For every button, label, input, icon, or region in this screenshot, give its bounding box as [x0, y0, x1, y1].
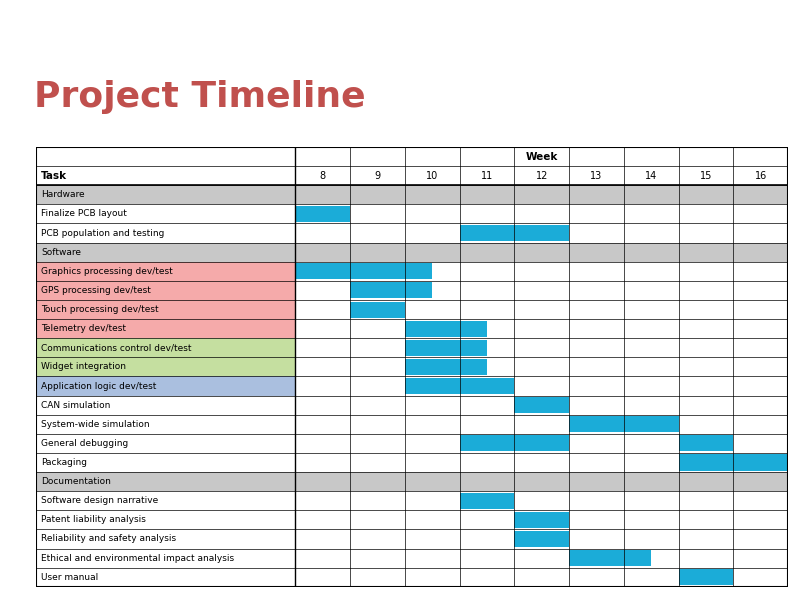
Bar: [36, 395, 295, 415]
Bar: [295, 300, 788, 319]
Bar: [295, 511, 788, 529]
Bar: [295, 453, 788, 472]
Bar: [295, 529, 788, 548]
Bar: [36, 453, 295, 472]
Bar: [36, 358, 295, 376]
Bar: [350, 283, 432, 298]
Bar: [678, 454, 788, 470]
Text: Touch processing dev/test: Touch processing dev/test: [42, 305, 159, 314]
Bar: [36, 472, 295, 491]
Bar: [295, 205, 788, 223]
Bar: [295, 223, 788, 242]
Bar: [36, 548, 295, 568]
Bar: [405, 359, 487, 375]
Bar: [569, 550, 651, 566]
Text: Application logic dev/test: Application logic dev/test: [42, 382, 157, 391]
Bar: [295, 568, 788, 587]
Bar: [295, 395, 788, 415]
Bar: [295, 185, 788, 205]
Text: 11: 11: [481, 170, 493, 181]
Bar: [36, 529, 295, 548]
Text: 13: 13: [590, 170, 602, 181]
Text: Software design narrative: Software design narrative: [42, 496, 158, 505]
Bar: [36, 205, 295, 223]
Bar: [36, 491, 295, 511]
Text: Graphics processing dev/test: Graphics processing dev/test: [42, 267, 173, 276]
Bar: [36, 568, 295, 587]
Bar: [36, 166, 788, 185]
Text: 15: 15: [700, 170, 712, 181]
Bar: [36, 338, 295, 358]
Bar: [36, 434, 295, 453]
Bar: [460, 493, 514, 509]
Text: CAN simulation: CAN simulation: [42, 401, 110, 410]
Text: Finalize PCB layout: Finalize PCB layout: [42, 209, 127, 218]
Bar: [460, 436, 569, 451]
Bar: [678, 569, 734, 585]
Text: Patent liability analysis: Patent liability analysis: [42, 515, 146, 524]
Bar: [36, 147, 788, 166]
Text: Reliability and safety analysis: Reliability and safety analysis: [42, 535, 176, 544]
Bar: [36, 185, 295, 205]
Bar: [36, 242, 295, 262]
Text: Documentation: Documentation: [42, 477, 111, 486]
Bar: [678, 436, 734, 451]
Text: GPS processing dev/test: GPS processing dev/test: [42, 286, 151, 295]
Bar: [350, 302, 405, 317]
Bar: [569, 416, 678, 432]
Text: General debugging: General debugging: [42, 439, 129, 448]
Bar: [36, 319, 295, 338]
Bar: [36, 223, 295, 242]
Bar: [514, 531, 569, 547]
Bar: [295, 338, 788, 358]
Bar: [295, 415, 788, 434]
Text: Software: Software: [42, 248, 82, 257]
Bar: [36, 376, 295, 395]
Text: 9: 9: [374, 170, 381, 181]
Bar: [460, 225, 569, 241]
Bar: [36, 262, 295, 281]
Text: Task: Task: [42, 170, 67, 181]
Bar: [514, 397, 569, 413]
Bar: [295, 263, 432, 280]
Bar: [295, 434, 788, 453]
Text: PCB population and testing: PCB population and testing: [42, 229, 165, 238]
Text: 12: 12: [535, 170, 548, 181]
Bar: [405, 378, 514, 394]
Text: 16: 16: [754, 170, 766, 181]
Bar: [295, 491, 788, 511]
Bar: [295, 319, 788, 338]
Bar: [514, 512, 569, 528]
Text: Packaging: Packaging: [42, 458, 87, 467]
Bar: [36, 300, 295, 319]
Text: Communications control dev/test: Communications control dev/test: [42, 343, 192, 352]
Bar: [295, 206, 350, 222]
Text: User manual: User manual: [42, 573, 98, 582]
Text: Week: Week: [526, 152, 558, 161]
Bar: [36, 281, 295, 300]
Bar: [295, 358, 788, 376]
Bar: [295, 262, 788, 281]
Text: Ethical and environmental impact analysis: Ethical and environmental impact analysi…: [42, 554, 234, 563]
Bar: [295, 548, 788, 568]
Bar: [405, 340, 487, 356]
Text: System-wide simulation: System-wide simulation: [42, 420, 150, 429]
Bar: [295, 472, 788, 491]
Bar: [295, 242, 788, 262]
Text: Hardware: Hardware: [42, 190, 85, 199]
Text: Telemetry dev/test: Telemetry dev/test: [42, 324, 126, 333]
Bar: [295, 281, 788, 300]
Text: 14: 14: [645, 170, 658, 181]
Text: Project Timeline: Project Timeline: [34, 80, 366, 115]
Bar: [295, 376, 788, 395]
Text: 10: 10: [426, 170, 438, 181]
Bar: [36, 415, 295, 434]
Bar: [405, 320, 487, 337]
Text: Widget integration: Widget integration: [42, 362, 126, 371]
Text: 8: 8: [320, 170, 326, 181]
Bar: [36, 511, 295, 529]
